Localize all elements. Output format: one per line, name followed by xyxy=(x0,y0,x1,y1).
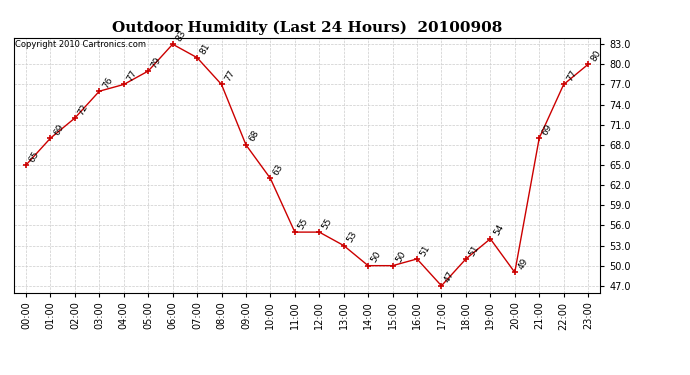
Text: 49: 49 xyxy=(516,256,530,271)
Text: 51: 51 xyxy=(467,243,481,258)
Text: 77: 77 xyxy=(125,69,139,83)
Text: 83: 83 xyxy=(174,28,188,43)
Text: 50: 50 xyxy=(370,250,383,264)
Text: 55: 55 xyxy=(296,216,310,231)
Text: 51: 51 xyxy=(418,243,432,258)
Text: 77: 77 xyxy=(223,69,237,83)
Text: 65: 65 xyxy=(28,149,41,164)
Title: Outdoor Humidity (Last 24 Hours)  20100908: Outdoor Humidity (Last 24 Hours) 2010090… xyxy=(112,21,502,35)
Text: 69: 69 xyxy=(540,122,554,137)
Text: 72: 72 xyxy=(77,102,90,117)
Text: 81: 81 xyxy=(199,42,212,56)
Text: 53: 53 xyxy=(345,230,359,244)
Text: Copyright 2010 Cartronics.com: Copyright 2010 Cartronics.com xyxy=(15,40,146,49)
Text: 50: 50 xyxy=(394,250,408,264)
Text: 79: 79 xyxy=(150,55,163,70)
Text: 55: 55 xyxy=(321,216,334,231)
Text: 69: 69 xyxy=(52,122,66,137)
Text: 68: 68 xyxy=(247,129,261,144)
Text: 54: 54 xyxy=(492,223,505,237)
Text: 63: 63 xyxy=(272,163,286,177)
Text: 76: 76 xyxy=(101,75,115,90)
Text: 80: 80 xyxy=(589,48,603,63)
Text: 77: 77 xyxy=(565,69,579,83)
Text: 47: 47 xyxy=(443,270,456,284)
